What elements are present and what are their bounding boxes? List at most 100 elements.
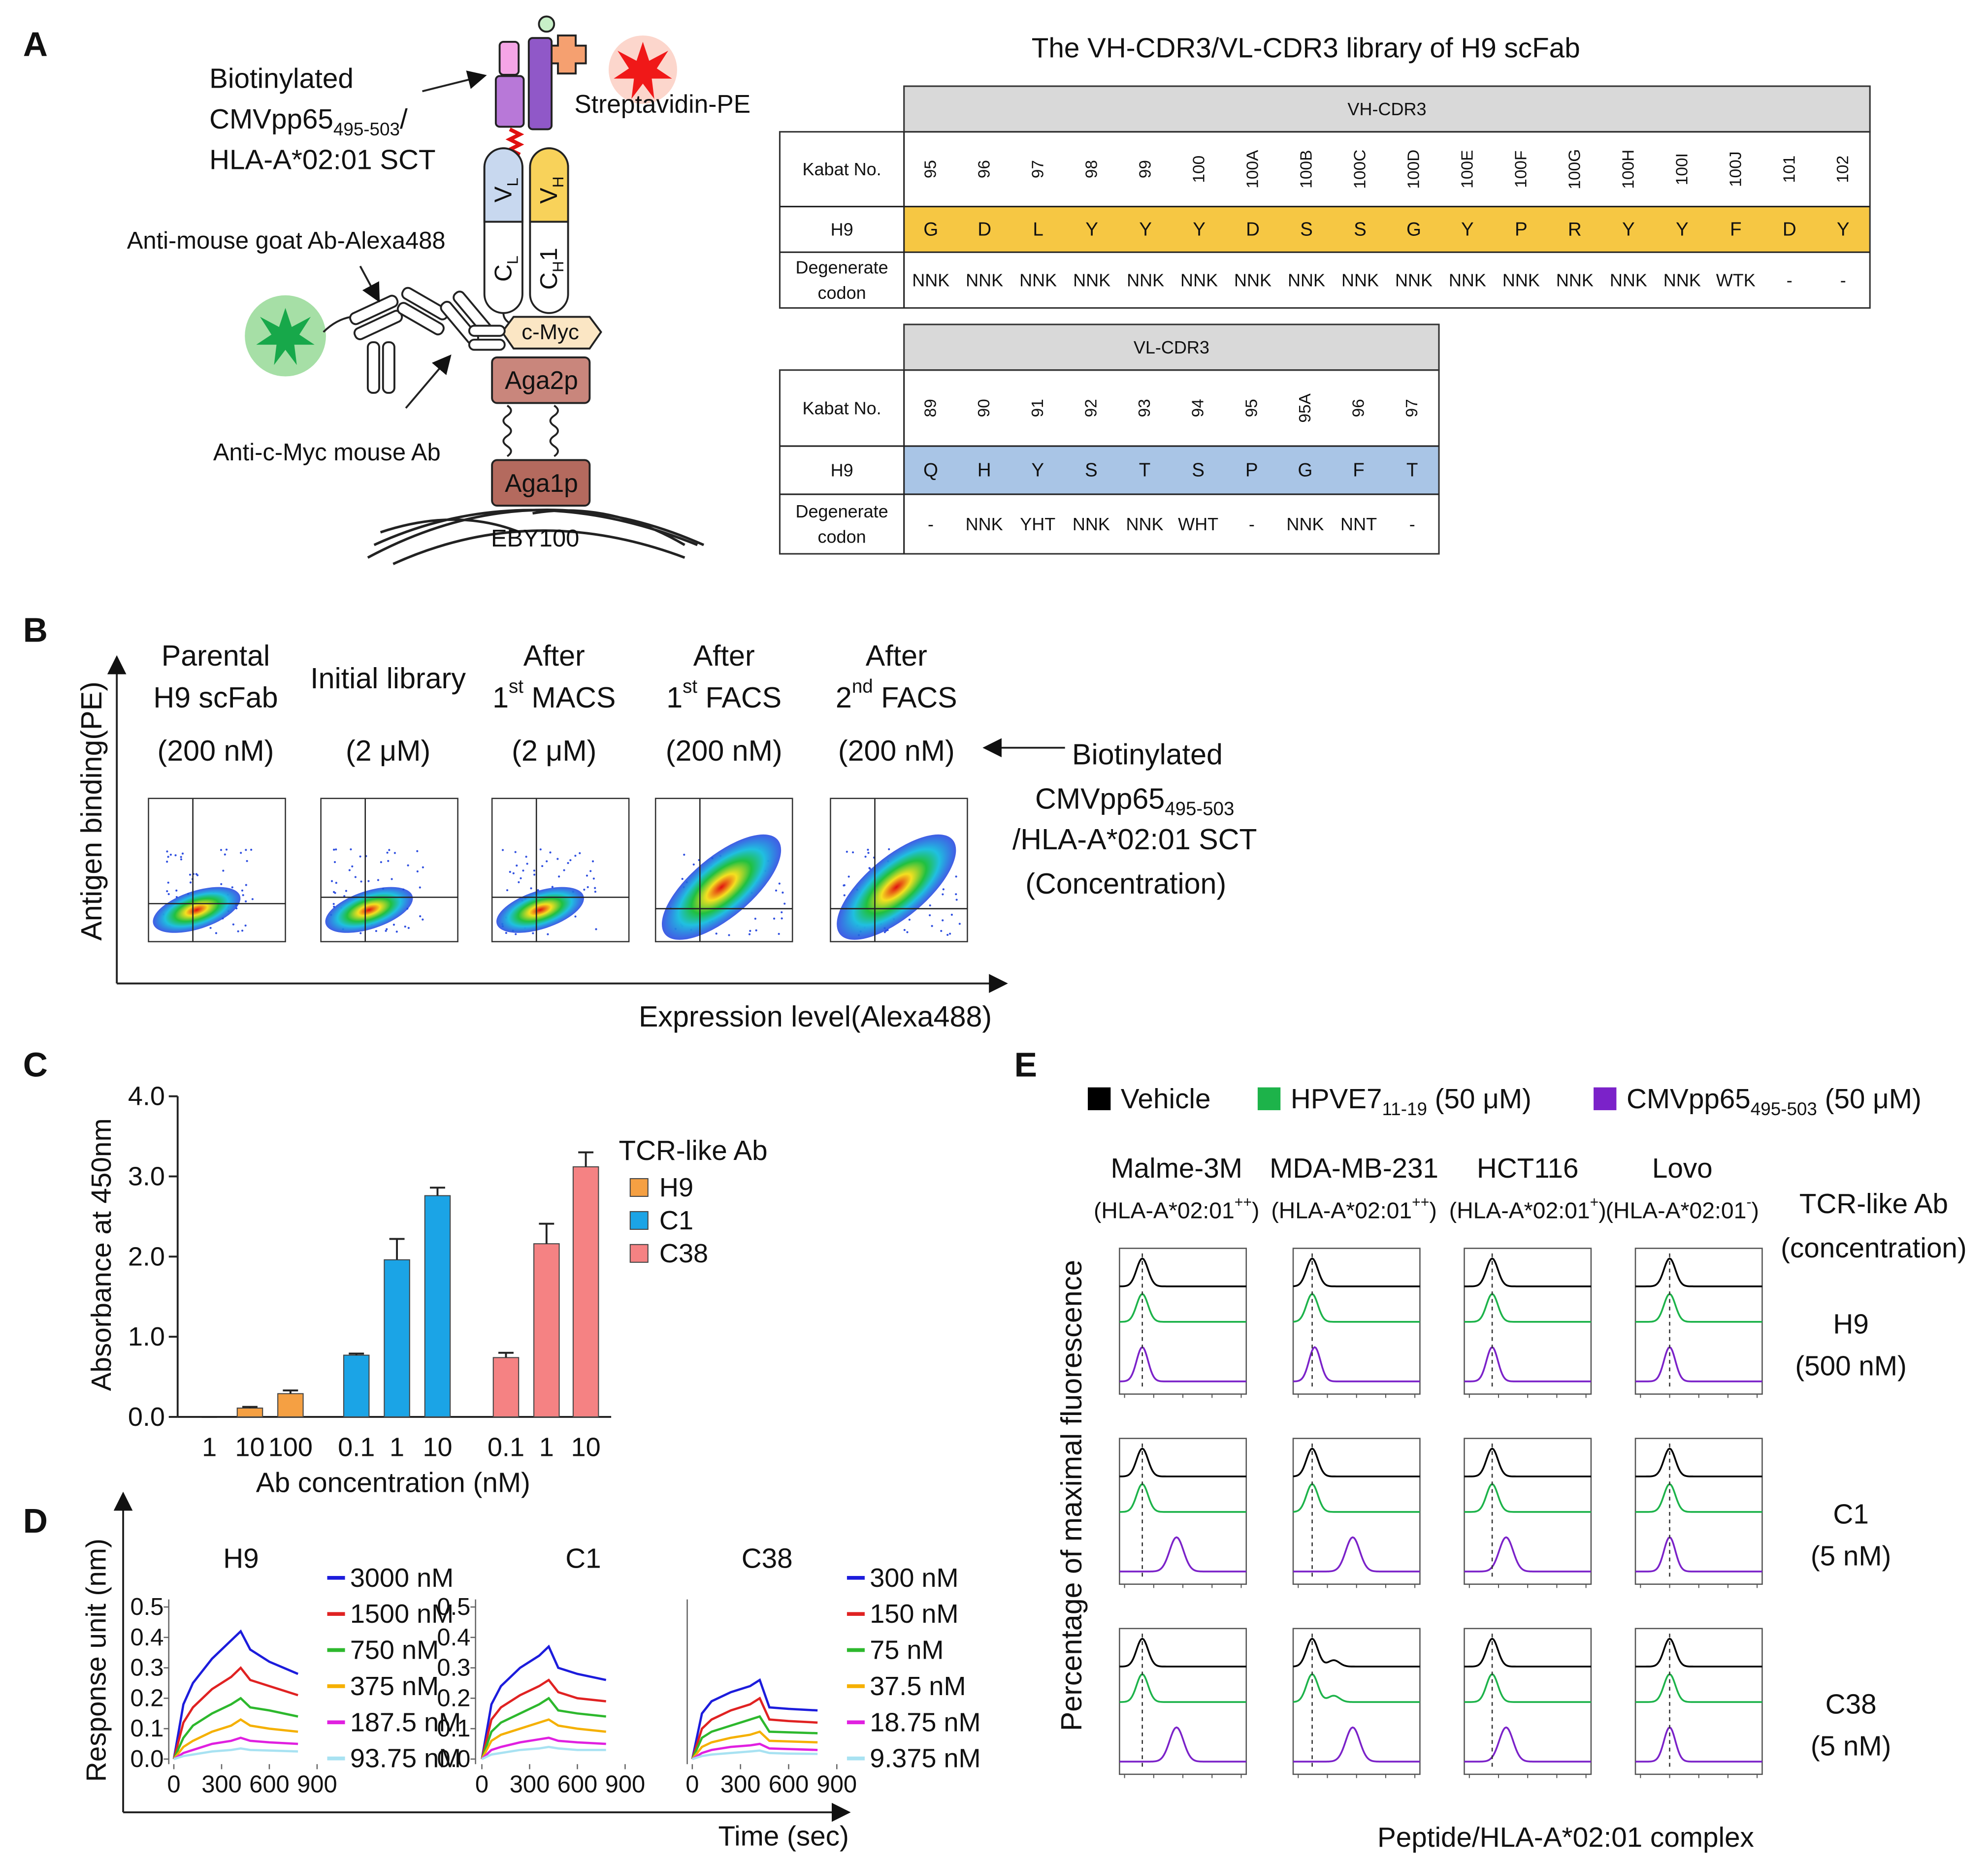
diagram-label: EBY100	[491, 525, 579, 552]
flow-event	[929, 914, 931, 917]
flow-event	[950, 913, 953, 916]
diagram-label: Aga1p	[505, 469, 578, 497]
flow-density	[661, 834, 782, 940]
sensorgram-line	[691, 1742, 818, 1760]
x-tick-label: 1	[390, 1433, 404, 1462]
label-part: (HLA-A*02:01	[1271, 1197, 1412, 1223]
kabat-number: 95	[922, 160, 940, 178]
label-part: L	[503, 178, 521, 187]
flow-event	[781, 911, 783, 914]
x-tick-label: 900	[297, 1771, 337, 1798]
residue: S	[1085, 460, 1098, 481]
histogram-trace	[1635, 1673, 1762, 1703]
column-title: (2 μM)	[512, 734, 596, 767]
flow-event	[929, 904, 931, 907]
x-tick-label: 600	[557, 1771, 598, 1798]
codon: NNK	[1610, 270, 1647, 290]
table-frame	[779, 131, 1871, 309]
histogram-trace	[1119, 1447, 1246, 1478]
residue: T	[1139, 460, 1151, 481]
column-title: H9 scFab	[153, 680, 278, 713]
kabat-number: 90	[975, 399, 993, 417]
flow-event	[166, 861, 168, 863]
x-tick-label: 0.1	[488, 1433, 524, 1462]
row-label: H9	[831, 219, 853, 239]
flow-event	[903, 929, 906, 932]
histogram-trace	[1635, 1346, 1762, 1382]
x-tick-label: 300	[201, 1771, 242, 1798]
flow-event	[942, 919, 944, 922]
kabat-number: 97	[1403, 399, 1421, 417]
label-part: MACS	[523, 680, 616, 713]
table-header-text: VH-CDR3	[1347, 99, 1426, 119]
residue: Y	[1085, 219, 1098, 240]
histogram-trace	[1293, 1257, 1420, 1287]
label-part: (HLA-A*02:01	[1449, 1197, 1590, 1223]
flow-density	[325, 887, 413, 933]
flow-event	[225, 848, 228, 851]
flow-event	[166, 890, 168, 893]
diagram-label: CMVpp65495-503/	[209, 103, 408, 139]
flow-event	[749, 930, 751, 932]
label-part: 495-503	[1165, 799, 1234, 820]
row-header: (concentration)	[1781, 1233, 1967, 1264]
sensorgram-line	[691, 1678, 818, 1760]
domain-label: CL	[490, 256, 521, 282]
flow-event	[209, 927, 212, 929]
flow-density	[153, 887, 241, 933]
row-header: TCR-like Ab	[1799, 1188, 1948, 1220]
label-part: C	[490, 264, 517, 282]
flow-event	[592, 877, 595, 880]
axis-label: Percentage of maximal fluorescence	[1055, 1260, 1088, 1731]
sensorgram-line	[173, 1747, 298, 1761]
flow-event	[574, 855, 577, 857]
sensorgram-line	[481, 1678, 606, 1760]
codon: NNK	[1126, 514, 1164, 534]
row-label: H9	[831, 460, 853, 481]
row-label: codon	[818, 527, 866, 547]
flow-event	[189, 881, 192, 884]
label-part: HLA-A*02:01 SCT	[209, 144, 436, 175]
row-label: (500 nM)	[1795, 1350, 1907, 1381]
axis-label: Peptide/HLA-A*02:01 complex	[1377, 1822, 1754, 1853]
diagram-label: Streptavidin-PE	[574, 90, 750, 118]
kabat-number: 102	[1834, 156, 1852, 183]
flow-event	[539, 848, 542, 851]
codon: -	[1840, 270, 1846, 290]
x-tick-label: 900	[605, 1771, 646, 1798]
residue: G	[923, 219, 938, 240]
flow-event	[220, 849, 223, 851]
histogram-trace	[1464, 1346, 1591, 1382]
legend-label: 750 nM	[350, 1636, 439, 1665]
row-label: Degenerate	[795, 257, 888, 278]
diagram-a	[491, 356, 591, 404]
histogram-trace	[1635, 1483, 1762, 1513]
flow-event	[345, 890, 348, 892]
diagram-a	[502, 405, 559, 457]
row-label: H9	[1833, 1309, 1868, 1340]
sensorgram-line	[481, 1644, 607, 1760]
legend-swatch	[1087, 1087, 1111, 1110]
x-tick-label: 900	[817, 1771, 857, 1798]
label-part: 1	[492, 680, 509, 713]
flow-event	[754, 917, 756, 920]
diagram-a	[491, 459, 591, 507]
flow-event	[246, 860, 248, 862]
residue: Y	[1837, 219, 1850, 240]
flow-event	[407, 864, 409, 867]
diagram-a	[468, 338, 506, 351]
y-tick-label: 0.0	[128, 1402, 165, 1432]
label-part: (Concentration)	[1025, 867, 1226, 900]
flow-event	[546, 860, 548, 863]
flow-event	[388, 849, 391, 851]
label-part: After	[523, 639, 585, 672]
legend-label: H9	[659, 1173, 693, 1202]
label-part: )	[1598, 1197, 1606, 1223]
flow-event	[547, 933, 549, 935]
flow-event	[354, 876, 357, 878]
flow-event	[867, 852, 870, 854]
y-tick-label: 0.5	[130, 1594, 163, 1620]
flow-event	[419, 886, 421, 889]
residue: D	[978, 219, 991, 240]
